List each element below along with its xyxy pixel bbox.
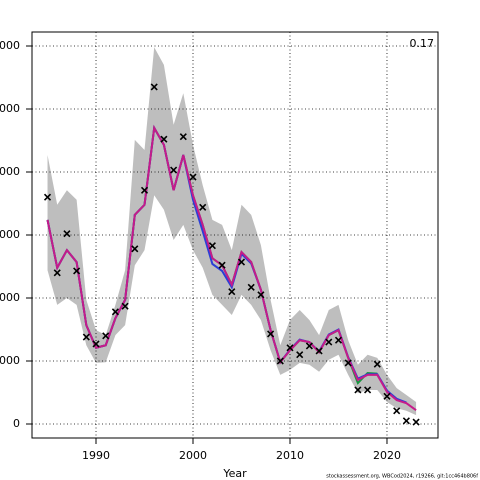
observation [393,407,401,415]
y-tick-label: 0 [13,417,20,430]
observation [334,336,343,344]
observation [325,338,333,346]
series-line [46,124,417,411]
observation [267,330,275,338]
x-tick-label: 1990 [82,449,110,462]
observation [43,193,52,201]
observation [53,269,61,277]
observation [315,347,323,355]
x-tick-label: 2010 [276,449,304,462]
observation [286,344,294,352]
observation [257,291,265,299]
x-tick-label: 2020 [373,449,401,462]
observation [296,351,304,359]
observation [305,342,313,350]
observation [111,308,119,316]
y-tick-label: 10000 [0,354,20,367]
observation [82,333,90,341]
y-tick-label: 30000 [0,228,20,241]
annotation: 0.17 [410,37,435,50]
observation [179,133,187,141]
observation [402,417,410,425]
observation [121,302,129,310]
observation [276,357,284,365]
observation [150,83,158,91]
observation [237,258,246,266]
observation [208,242,216,250]
observation [140,186,149,194]
observation [131,245,139,253]
observation [228,288,236,296]
observation [412,418,420,426]
observation [102,332,110,340]
y-tick-label: 20000 [0,291,20,304]
observation [189,173,197,181]
y-tick-label: 50000 [0,102,20,115]
observation [383,392,391,400]
caption: stockassessment.org, WBCod2024, r19266, … [326,474,478,480]
observation [354,386,362,394]
observation [199,203,207,211]
confidence-band [47,47,417,416]
y-tick-label: 60000 [0,39,20,52]
observation [160,135,168,143]
y-tick-label: 40000 [0,165,20,178]
observation [170,166,178,174]
observation [247,283,255,291]
x-axis-label: Year [222,467,247,480]
observation [73,267,81,275]
observation [218,261,226,269]
observation [364,386,372,394]
observation [92,340,100,348]
observation [63,230,71,238]
observation [344,359,352,367]
observation [373,360,381,368]
x-tick-label: 2000 [179,449,207,462]
